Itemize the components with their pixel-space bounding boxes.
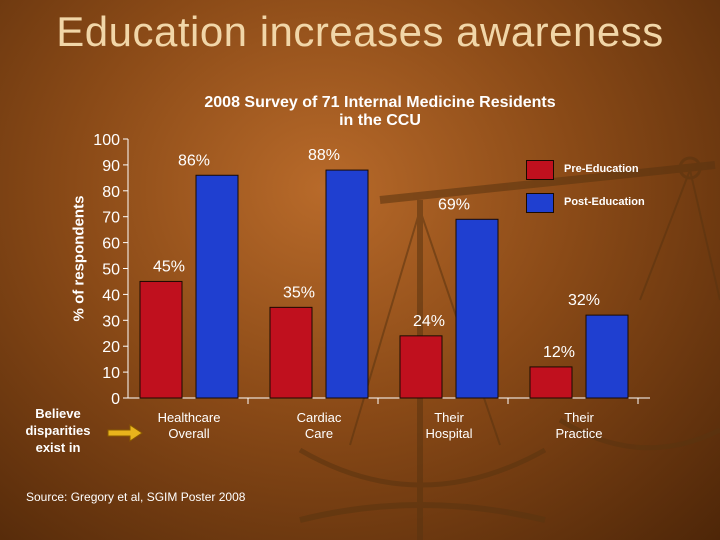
x-category-label: Overall [168,426,209,441]
arrow-right-icon [107,424,143,442]
data-label: 32% [568,292,600,309]
x-category-label: Cardiac [297,410,342,425]
legend-item-pre: Pre-Education [526,160,706,180]
y-tick-label: 0 [111,391,120,408]
page-title: Education increases awareness [56,8,664,55]
x-category-label: Healthcare [158,410,221,425]
bar-post [455,218,499,399]
y-tick-label: 50 [102,262,120,279]
data-label: 12% [543,344,575,361]
bar-post [585,314,629,399]
data-label: 45% [153,258,185,275]
bar-post [195,174,239,399]
legend-item-post: Post-Education [526,193,706,213]
x-category-label: Their [564,410,594,425]
x-category-label: Practice [556,426,603,441]
data-label: 69% [438,196,470,213]
legend-label-post: Post-Education [564,196,645,208]
legend-label-pre: Pre-Education [564,163,639,175]
y-tick-label: 30 [102,313,120,330]
x-axis-label: Believe disparities exist in [25,406,91,455]
data-label: 35% [283,284,315,301]
legend-swatch-pre [526,160,554,180]
y-tick-label: 70 [102,210,120,227]
data-label: 88% [308,147,340,164]
data-label: 24% [413,313,445,330]
bar-pre [269,306,313,399]
y-tick-label: 20 [102,339,120,356]
legend-swatch-post [526,193,554,213]
source-citation: Source: Gregory et al, SGIM Poster 2008 [26,490,246,504]
balance-scale-icon [298,156,720,540]
bar-post [325,169,369,399]
bar-pre [399,335,443,399]
chart-title: 2008 Survey of 71 Internal Medicine Resi… [204,94,556,129]
y-tick-label: 80 [102,184,120,201]
y-tick-label: 40 [102,287,120,304]
y-tick-label: 60 [102,236,120,253]
x-category-label: Hospital [426,426,473,441]
y-tick-label: 90 [102,158,120,175]
bar-pre [529,366,573,399]
x-category-label: Care [305,426,333,441]
y-tick-label: 100 [93,132,120,149]
x-category-label: Their [434,410,464,425]
bar-pre [139,280,183,399]
data-label: 86% [178,152,210,169]
y-tick-label: 10 [102,365,120,382]
